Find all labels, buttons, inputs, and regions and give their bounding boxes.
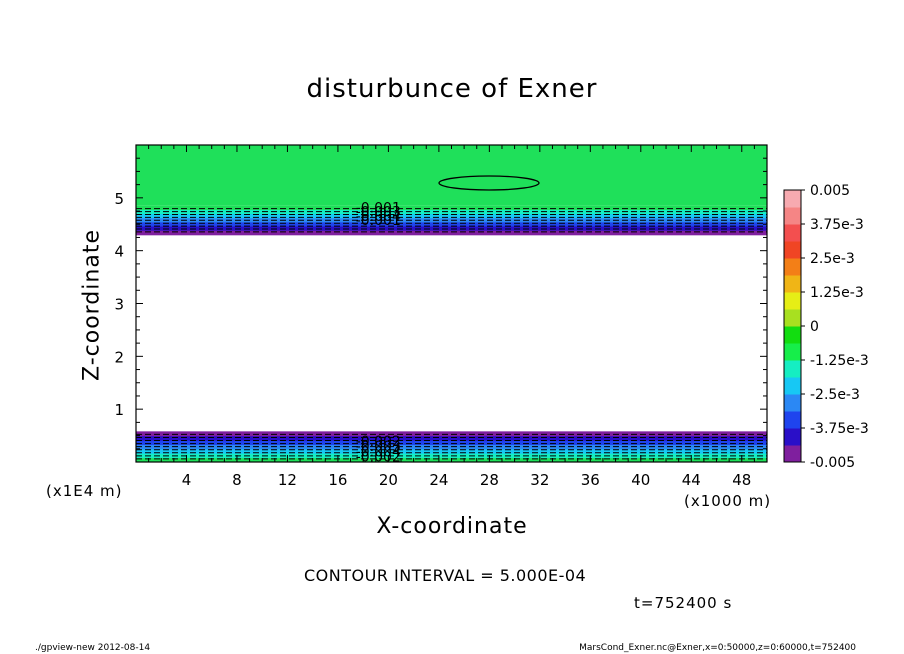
footer-left: ./gpview-new 2012-08-14 (35, 643, 151, 653)
x-tick-label: 12 (278, 471, 297, 489)
colorbar-segment (784, 377, 801, 395)
contour-label: -0.001 (356, 213, 401, 229)
y-axis: 1 2 3 4 5 (114, 157, 767, 450)
contour-label: -0.004 (356, 444, 401, 460)
colorbar-tick-label: 0 (810, 319, 819, 335)
colorbar-segment (784, 309, 801, 327)
x-tick-label: 16 (328, 471, 347, 489)
colorbar-segment (784, 445, 801, 463)
x-tick-label: 36 (581, 471, 600, 489)
upper-band (136, 205, 767, 211)
contour-label: -0.002 (356, 450, 401, 466)
colorbar-segment (784, 411, 801, 429)
contour-label: -0.003 (356, 439, 401, 455)
x-tick-label: 4 (182, 471, 192, 489)
colorbar-segment (784, 258, 801, 276)
y-axis-label: Z-coordinate (79, 229, 105, 381)
x-axis-unit: (x1000 m) (684, 492, 772, 510)
x-tick-label: 40 (631, 471, 650, 489)
upper-band (136, 222, 767, 228)
contour-label: -0.002 (356, 434, 401, 450)
x-tick-label: 44 (682, 471, 701, 489)
contour-label: -0.001 (356, 200, 401, 216)
contour-lines (136, 208, 767, 460)
y-tick-label: 2 (114, 348, 124, 366)
upper-band (136, 214, 767, 219)
footer-right: MarsCond_Exner.nc@Exner,x=0:50000,z=0:60… (579, 643, 856, 653)
lower-band (136, 440, 767, 445)
x-axis-label: X-coordinate (376, 514, 528, 539)
colorbar-tick-label: -1.25e-3 (810, 353, 869, 369)
lower-band (136, 448, 767, 454)
x-tick-label: 20 (379, 471, 398, 489)
colorbar-tick-label: -0.005 (810, 455, 855, 471)
closed-contour (438, 175, 540, 191)
colorbar-tick-label: 3.75e-3 (810, 217, 864, 233)
contour-interval-note: CONTOUR INTERVAL = 5.000E-04 (304, 566, 587, 585)
colorbar-segment (784, 326, 801, 344)
plot-field (136, 145, 767, 463)
lower-band (136, 435, 767, 441)
colorbar-segment (784, 343, 801, 361)
colorbar-segment (784, 207, 801, 225)
contour-label: -0.003 (356, 205, 401, 221)
x-tick-label: 28 (480, 471, 499, 489)
colorbar-tick-label: 2.5e-3 (810, 251, 855, 267)
x-tick-label: 8 (232, 471, 242, 489)
x-axis: 4 8 12 16 20 24 28 32 36 40 44 48 (148, 145, 755, 489)
colorbar-tick-label: 0.005 (810, 183, 850, 199)
lower-band (136, 431, 767, 437)
colorbar-tick-label: -3.75e-3 (810, 421, 869, 437)
y-axis-unit: (x1E4 m) (46, 482, 123, 500)
upper-zero-region (136, 145, 767, 206)
x-tick-label: 32 (530, 471, 549, 489)
colorbar-segment (784, 275, 801, 293)
colorbar-segment (784, 292, 801, 310)
upper-band (136, 209, 767, 215)
colorbar-tick-label: 1.25e-3 (810, 285, 864, 301)
colorbar-segment (784, 190, 801, 208)
colorbar-segment (784, 241, 801, 259)
y-tick-label: 4 (114, 243, 124, 261)
contour-label: -0.004 (356, 209, 401, 225)
colorbar-segment (784, 224, 801, 242)
x-tick-label: 48 (732, 471, 751, 489)
colorbar-segment (784, 428, 801, 446)
x-tick-label: 24 (429, 471, 448, 489)
contour-labels: -0.001-0.003-0.004-0.001-0.002-0.003-0.0… (356, 200, 401, 465)
y-tick-label: 5 (114, 190, 124, 208)
upper-band (136, 230, 767, 236)
colorbar-segment (784, 360, 801, 378)
colorbar: 0.005 3.75e-3 2.5e-3 1.25e-3 0 -1.25e-3 -2.5e-… (783, 183, 869, 471)
chart-title: disturbunce of Exner (306, 74, 598, 104)
y-tick-label: 3 (114, 296, 124, 314)
y-tick-label: 1 (114, 401, 124, 419)
colorbar-segment (784, 394, 801, 412)
time-label: t=752400 s (634, 594, 733, 612)
colorbar-tick-label: -2.5e-3 (810, 387, 860, 403)
